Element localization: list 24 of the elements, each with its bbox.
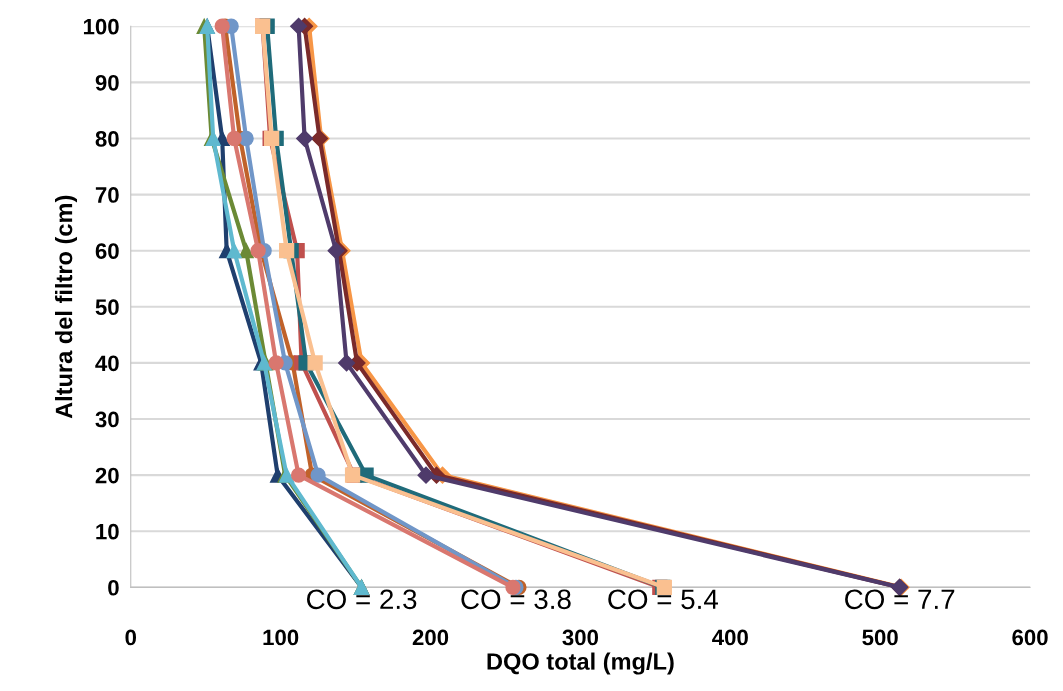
y-tick-label: 50 bbox=[95, 299, 119, 316]
annotation: CO = 7.7 bbox=[845, 589, 955, 610]
y-tick-label: 10 bbox=[96, 523, 119, 540]
y-tick-label: 60 bbox=[95, 243, 119, 259]
y-tick-label: 0 bbox=[108, 579, 119, 596]
x-tick-label: 0 bbox=[125, 629, 137, 646]
y-tick-label: 40 bbox=[95, 355, 119, 372]
x-tick-label: 300 bbox=[562, 629, 599, 646]
y-tick-label: 70 bbox=[95, 187, 119, 203]
x-tick-label: 500 bbox=[862, 629, 898, 646]
annotation: CO = 5.4 bbox=[608, 589, 718, 610]
y-axis-title: Altura del filtro (cm) bbox=[55, 195, 78, 419]
annotation: CO = 3.8 bbox=[461, 589, 571, 610]
y-tick-label: 80 bbox=[95, 131, 119, 147]
y-tick-label: 20 bbox=[95, 467, 119, 484]
y-tick-label: 90 bbox=[95, 74, 119, 91]
x-tick-label: 200 bbox=[412, 629, 449, 646]
x-tick-label: 100 bbox=[263, 629, 299, 646]
annotation: CO = 2.3 bbox=[307, 589, 417, 610]
x-axis-title: DQO total (mg/L) bbox=[487, 652, 674, 675]
y-tick-label: 30 bbox=[95, 411, 119, 428]
y-tick-label: 100 bbox=[83, 18, 119, 35]
x-tick-label: 600 bbox=[1012, 629, 1048, 646]
x-tick-label: 400 bbox=[712, 629, 748, 646]
